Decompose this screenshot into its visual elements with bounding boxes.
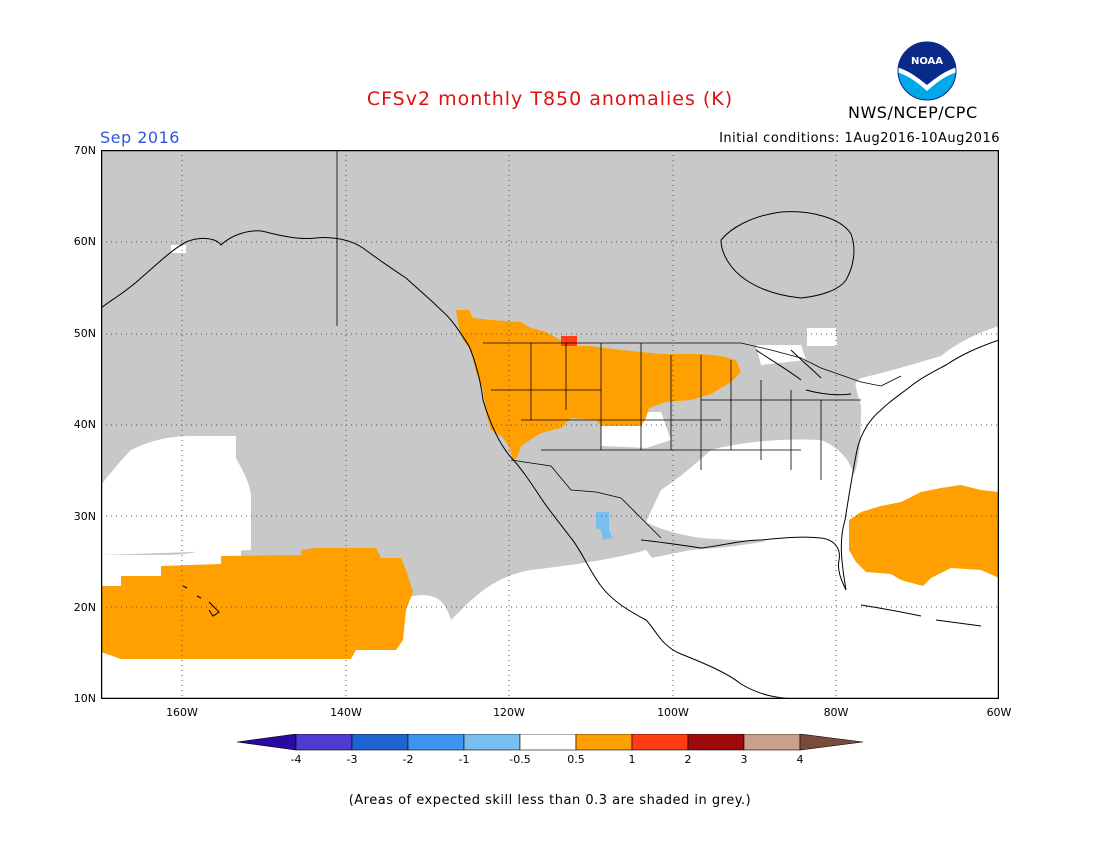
warm-anomaly-northwest-us [456, 310, 741, 460]
agency-label: NWS/NCEP/CPC [848, 103, 978, 122]
political-boundaries [336, 150, 902, 539]
colorbar-tick-label: -4 [291, 753, 302, 766]
coastline-alaska [101, 230, 802, 699]
lat-label: 20N [73, 601, 96, 614]
cool-spot-mexico [596, 512, 613, 540]
map-title: CFSv2 monthly T850 anomalies (K) [366, 88, 734, 110]
lon-label: 80W [823, 706, 849, 719]
colorbar-tick-label: -2 [403, 753, 414, 766]
logo-text: NOAA [911, 56, 943, 67]
colorbar-tick-label: 4 [797, 753, 804, 766]
colorbar-tick-label: -0.5 [509, 753, 530, 766]
lat-label: 60N [73, 235, 96, 248]
colorbar-tick-label: 3 [741, 753, 748, 766]
initial-conditions: Initial conditions: 1Aug2016-10Aug2016 [719, 131, 1000, 146]
colorbar-segment [463, 734, 521, 751]
coastline-east [840, 339, 999, 591]
colorbar-segment [295, 734, 353, 751]
lon-label: 60W [986, 706, 1012, 719]
color-bar: -4 -3 -2 -1 -0.5 0.5 1 2 3 4 [237, 734, 863, 766]
lon-label: 120W [493, 706, 525, 719]
coastline-hudson [720, 211, 855, 299]
lat-label: 10N [73, 692, 96, 705]
color-bar-segments [237, 734, 863, 751]
colorbar-segment [351, 734, 409, 751]
noaa-logo: NOAA [897, 41, 957, 101]
colorbar-tick-label: 1 [629, 753, 636, 766]
lat-label: 70N [73, 144, 96, 157]
colorbar-arrow-high [799, 734, 863, 751]
lat-label: 30N [73, 510, 96, 523]
lat-label: 50N [73, 327, 96, 340]
colorbar-segment [407, 734, 465, 751]
colorbar-tick-label: -1 [459, 753, 470, 766]
colorbar-segment [519, 734, 577, 751]
footnote: (Areas of expected skill less than 0.3 a… [348, 793, 752, 808]
coastline-gulf [640, 536, 847, 591]
colorbar-segment [575, 734, 633, 751]
colorbar-arrow-low [237, 734, 297, 751]
skill-hole-greatlakes [756, 345, 806, 365]
forecast-period: Sep 2016 [100, 128, 180, 147]
coastline-caribbean [860, 604, 982, 627]
hot-spot-montana [561, 336, 577, 346]
lat-label: 40N [73, 418, 96, 431]
warm-anomaly-pacific [101, 548, 413, 659]
state-lines [491, 343, 861, 480]
warm-anomaly-atlantic [849, 485, 999, 586]
lon-label: 160W [166, 706, 198, 719]
skill-hole-mexico [531, 550, 661, 620]
colorbar-tick-label: -3 [347, 753, 358, 766]
colorbar-tick-label: 0.5 [567, 753, 585, 766]
lon-label: 140W [330, 706, 362, 719]
border-us-mexico [510, 459, 662, 539]
colorbar-segment [743, 734, 801, 751]
anomaly-map [101, 150, 999, 699]
skill-hole-southeast [646, 439, 861, 541]
border-us-canada [483, 342, 902, 387]
skill-hole-pacific [101, 436, 251, 555]
lon-label: 100W [657, 706, 689, 719]
coastlines [101, 211, 999, 699]
coastline-greatlakes [755, 349, 852, 396]
color-bar-ticks: -4 -3 -2 -1 -0.5 0.5 1 2 3 4 [291, 753, 804, 766]
colorbar-tick-label: 2 [685, 753, 692, 766]
map-frame [101, 150, 999, 699]
colorbar-segment [631, 734, 689, 751]
colorbar-segment [687, 734, 745, 751]
coastline-hawaii [182, 585, 220, 617]
